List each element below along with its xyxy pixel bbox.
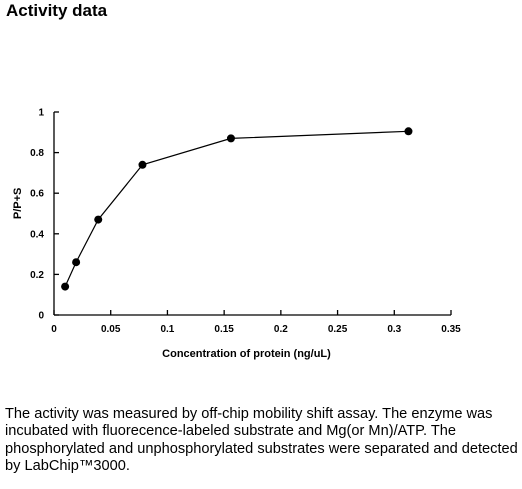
- x-tick-label: 0.1: [160, 324, 174, 335]
- x-axis-ticks: 0 0.05 0.1 0.15 0.2 0.25 0.3 0.35: [51, 310, 461, 335]
- y-axis-ticks: 0 0.2 0.4 0.6 0.8 1: [30, 108, 59, 322]
- x-tick-label: 0.15: [214, 324, 234, 335]
- figure-caption: The activity was measured by off-chip mo…: [5, 406, 518, 475]
- x-tick-label: 0.2: [274, 324, 288, 335]
- x-tick-label: 0.05: [101, 324, 121, 335]
- x-tick-label: 0: [51, 324, 57, 335]
- y-tick-label: 0.6: [30, 189, 44, 200]
- x-tick-label: 0.35: [441, 324, 461, 335]
- data-point: [404, 127, 413, 136]
- data-series: [61, 127, 413, 291]
- data-point: [138, 160, 147, 169]
- y-tick-label: 0.8: [30, 148, 44, 159]
- x-axis-title: Concentration of protein (ng/uL): [162, 348, 331, 360]
- activity-line-chart: 0 0.2 0.4 0.6 0.8 1 0 0.05 0.1 0.15 0.2 0.25 0.3 0.3…: [12, 108, 461, 361]
- x-tick-label: 0.3: [387, 324, 401, 335]
- y-tick-label: 0.4: [30, 229, 44, 240]
- y-tick-label: 0: [38, 311, 44, 322]
- data-point: [72, 258, 81, 267]
- y-tick-label: 1: [38, 108, 44, 119]
- chart-axes: [53, 112, 451, 316]
- data-point: [226, 134, 235, 143]
- y-tick-label: 0.2: [30, 270, 44, 281]
- page-title: Activity data: [6, 1, 108, 20]
- y-axis-title: P/P+S: [12, 188, 24, 220]
- data-point: [94, 215, 103, 224]
- data-point: [61, 282, 70, 291]
- x-tick-label: 0.25: [328, 324, 348, 335]
- series-line: [64, 130, 409, 287]
